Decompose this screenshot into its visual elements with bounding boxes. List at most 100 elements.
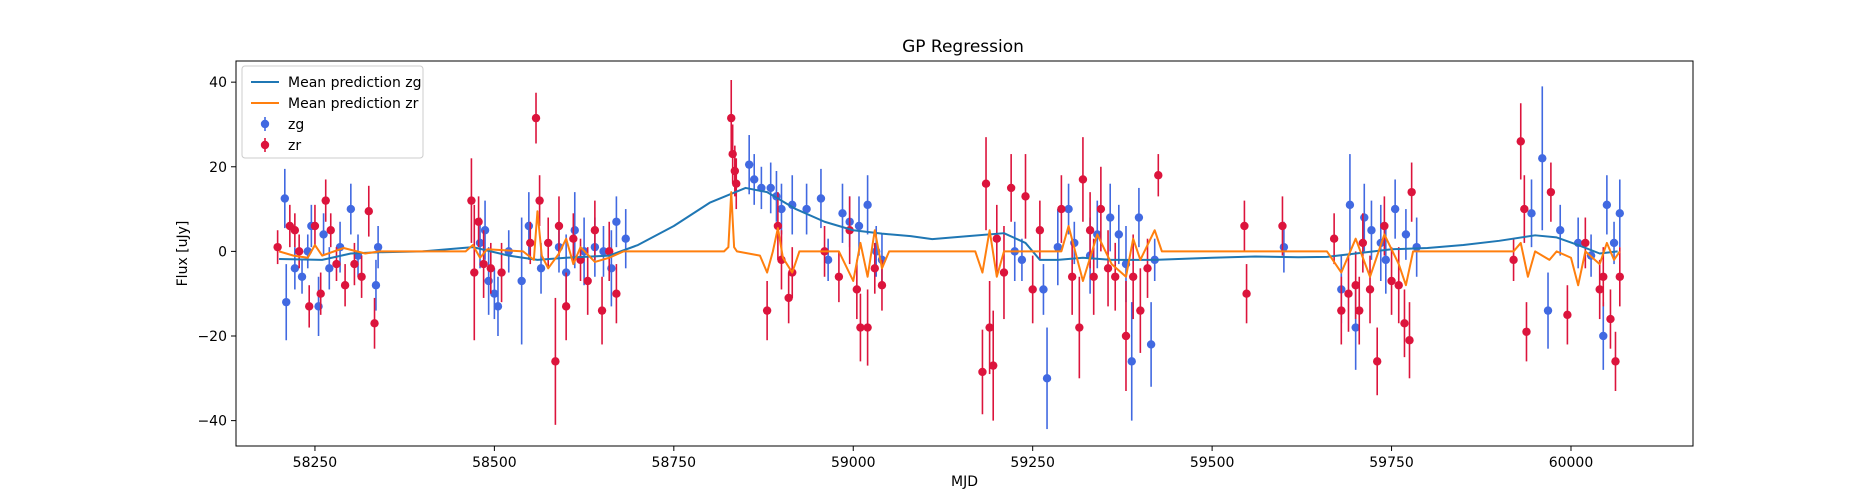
data-point bbox=[467, 196, 476, 205]
data-point bbox=[1279, 242, 1289, 252]
y-axis: −40 −20 0 20 40 bbox=[197, 75, 236, 430]
data-point bbox=[1134, 213, 1144, 222]
series-line-mean-prediction-zr bbox=[278, 191, 1621, 287]
data-point bbox=[1345, 200, 1355, 210]
x-tick-label: 58500 bbox=[472, 455, 517, 471]
data-point bbox=[1401, 230, 1411, 239]
data-point bbox=[316, 289, 325, 298]
data-point bbox=[1516, 137, 1525, 146]
data-point bbox=[1028, 285, 1037, 294]
data-point bbox=[863, 200, 872, 210]
data-point bbox=[1154, 171, 1163, 180]
data-point bbox=[326, 226, 335, 235]
data-point bbox=[474, 217, 483, 226]
data-point bbox=[1143, 264, 1152, 273]
data-point bbox=[1242, 289, 1251, 298]
data-point bbox=[1365, 285, 1375, 294]
data-point bbox=[1035, 226, 1045, 235]
data-point bbox=[989, 361, 998, 370]
x-tick-label: 60000 bbox=[1549, 455, 1594, 471]
legend-entry: Mean prediction zr bbox=[251, 96, 419, 112]
data-point bbox=[1089, 272, 1098, 281]
data-point bbox=[1611, 357, 1620, 366]
data-point bbox=[1367, 226, 1376, 235]
x-tick-label: 58250 bbox=[293, 455, 338, 471]
data-point bbox=[1538, 154, 1547, 163]
data-point bbox=[493, 302, 503, 311]
data-point bbox=[1329, 234, 1339, 243]
data-point bbox=[480, 226, 490, 235]
data-point bbox=[856, 323, 865, 332]
y-tick-label: −40 bbox=[197, 414, 227, 430]
x-axis: 58250 58500 58750 59000 59250 59500 59750 60000 bbox=[293, 446, 1594, 471]
data-point bbox=[1380, 221, 1389, 231]
series-zg bbox=[280, 86, 1624, 430]
y-tick-label: 40 bbox=[209, 75, 227, 91]
data-point bbox=[1121, 331, 1131, 341]
data-point bbox=[732, 179, 741, 188]
data-point bbox=[486, 264, 495, 273]
data-point bbox=[535, 196, 544, 205]
data-point bbox=[877, 281, 887, 290]
data-point bbox=[1075, 323, 1084, 332]
data-point bbox=[1606, 314, 1615, 324]
data-point bbox=[1064, 204, 1073, 214]
data-point bbox=[597, 306, 607, 315]
series-zr bbox=[273, 80, 1624, 425]
data-point bbox=[1017, 255, 1027, 265]
data-point bbox=[762, 306, 772, 315]
legend-marker-swatch bbox=[260, 140, 270, 150]
data-point bbox=[526, 238, 535, 248]
data-point bbox=[340, 281, 350, 290]
data-point bbox=[1053, 242, 1063, 252]
data-point bbox=[1520, 204, 1529, 214]
data-point bbox=[612, 217, 621, 226]
series-line-mean-prediction-zg bbox=[279, 186, 1618, 261]
data-point bbox=[1103, 264, 1113, 273]
data-point bbox=[1412, 242, 1421, 252]
data-point bbox=[319, 230, 328, 239]
data-point bbox=[978, 367, 987, 377]
data-point bbox=[621, 234, 630, 243]
data-point bbox=[1078, 175, 1088, 184]
data-point bbox=[1556, 226, 1565, 235]
data-point bbox=[371, 281, 381, 290]
data-point bbox=[1344, 289, 1353, 298]
data-point bbox=[544, 238, 553, 248]
data-point bbox=[823, 255, 833, 265]
data-point bbox=[551, 357, 560, 366]
y-tick-label: 0 bbox=[218, 244, 227, 260]
data-point bbox=[1006, 183, 1016, 193]
data-point bbox=[1546, 187, 1556, 197]
data-point bbox=[350, 259, 359, 269]
data-point bbox=[1127, 357, 1136, 366]
y-tick-label: 20 bbox=[209, 160, 227, 176]
y-axis-label: Flux [uJy] bbox=[175, 221, 191, 287]
data-point bbox=[1581, 238, 1590, 248]
data-point bbox=[1595, 285, 1604, 294]
data-point bbox=[863, 323, 872, 332]
data-point bbox=[1360, 213, 1369, 222]
data-point bbox=[479, 259, 488, 269]
data-point bbox=[517, 276, 526, 286]
data-point bbox=[784, 293, 793, 303]
x-tick-label: 59750 bbox=[1369, 455, 1414, 471]
data-point bbox=[290, 264, 300, 273]
data-point bbox=[1405, 336, 1414, 345]
data-point bbox=[1599, 272, 1608, 281]
legend-label: Mean prediction zr bbox=[288, 96, 419, 112]
legend-label: zr bbox=[288, 138, 301, 154]
data-point bbox=[325, 264, 334, 273]
data-point bbox=[730, 166, 740, 176]
legend-label: zg bbox=[288, 117, 304, 133]
data-point bbox=[750, 175, 759, 184]
data-point bbox=[490, 289, 499, 298]
data-point bbox=[1394, 281, 1403, 290]
data-point bbox=[470, 268, 479, 277]
data-point bbox=[554, 221, 564, 231]
data-point bbox=[346, 204, 356, 214]
data-point bbox=[727, 113, 736, 123]
data-point bbox=[332, 259, 341, 269]
data-point bbox=[1039, 285, 1048, 294]
data-point bbox=[290, 226, 300, 235]
